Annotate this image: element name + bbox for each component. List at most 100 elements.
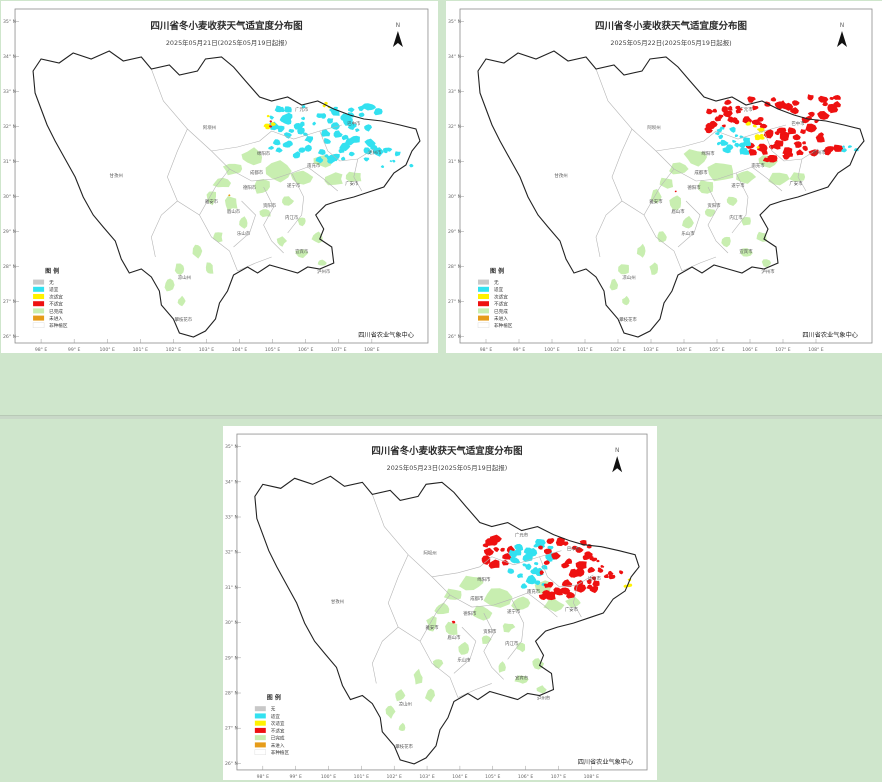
city-label: 乐山市 bbox=[681, 230, 695, 237]
harvested-patch bbox=[206, 191, 216, 206]
legend-swatch bbox=[33, 315, 45, 321]
city-label: 遂宁市 bbox=[731, 182, 745, 189]
prefecture-boundary bbox=[611, 128, 645, 216]
harvested-patch bbox=[174, 263, 185, 276]
legend-swatch bbox=[254, 749, 267, 755]
suitable-patch bbox=[282, 112, 293, 122]
prefecture-boundary bbox=[673, 166, 753, 182]
unsuitable-patch bbox=[575, 561, 587, 570]
prefecture-boundary bbox=[449, 592, 528, 608]
unsuitable-patch bbox=[538, 545, 543, 550]
legend-label: 无 bbox=[49, 280, 54, 286]
suitable-patch bbox=[507, 568, 515, 574]
suitable-patch bbox=[282, 141, 291, 148]
unsuitable-patch bbox=[817, 111, 830, 120]
unsuitable-patch bbox=[833, 144, 844, 152]
harvested-patch bbox=[669, 162, 689, 175]
lon-tick-label: 100° E bbox=[321, 774, 336, 780]
lon-tick-label: 108° E bbox=[584, 774, 599, 780]
unsuitable-patch bbox=[770, 97, 777, 102]
prefecture-boundary bbox=[677, 200, 701, 248]
unsuitable-patch bbox=[568, 568, 579, 578]
lon-tick-label: 105° E bbox=[485, 774, 500, 780]
suitable-patch bbox=[740, 149, 750, 155]
harvested-patch bbox=[295, 249, 309, 259]
suitable-patch bbox=[363, 157, 370, 162]
harvested-patch bbox=[458, 641, 470, 655]
suitable-patch bbox=[315, 156, 324, 164]
unsuitable-patch bbox=[269, 120, 273, 123]
unsuitable-patch bbox=[596, 559, 600, 563]
unsuitable-patch bbox=[805, 123, 817, 133]
condition-zone bbox=[451, 534, 633, 624]
suitable-patch bbox=[364, 124, 373, 132]
lat-tick-label: 33° N bbox=[448, 89, 461, 95]
svg-text:N: N bbox=[840, 22, 845, 29]
city-label: 巴中市 bbox=[567, 546, 581, 553]
unsuitable-patch bbox=[818, 95, 829, 103]
unsuitable-patch bbox=[758, 121, 762, 126]
lat-tick-label: 28° N bbox=[3, 264, 16, 270]
lat-tick-label: 32° N bbox=[448, 124, 461, 130]
lat-tick-label: 35° N bbox=[3, 19, 16, 25]
lon-tick-label: 106° E bbox=[518, 774, 533, 780]
unsuitable-patch bbox=[768, 155, 774, 159]
city-label: 乐山市 bbox=[237, 230, 251, 237]
unsuitable-patch bbox=[782, 147, 793, 157]
unsuitable-patch bbox=[561, 562, 570, 569]
unsuitable-patch bbox=[597, 567, 602, 570]
harvested-patch bbox=[483, 588, 513, 608]
legend-swatch bbox=[478, 286, 489, 292]
city-label: 达州市 bbox=[368, 149, 382, 156]
legend-swatch bbox=[477, 322, 490, 328]
lat-tick-label: 27° N bbox=[448, 299, 461, 305]
unsuitable-patch bbox=[575, 547, 584, 553]
lon-tick-label: 101° E bbox=[354, 774, 369, 780]
unsuitable-patch bbox=[822, 101, 828, 107]
city-label: 阿坝州 bbox=[647, 124, 660, 131]
suitable-patch bbox=[317, 149, 326, 155]
harvested-patch bbox=[502, 623, 516, 633]
unsuitable-patch bbox=[586, 584, 593, 590]
harvested-patch bbox=[657, 231, 667, 243]
city-label: 泸州市 bbox=[761, 268, 775, 275]
legend-label: 非种植区 bbox=[494, 322, 513, 329]
unsuitable-patch bbox=[723, 110, 733, 118]
unsuitable-patch bbox=[833, 95, 841, 100]
prefecture-boundary bbox=[151, 68, 230, 170]
unsuitable-patch bbox=[553, 587, 562, 595]
suitable-patch bbox=[534, 571, 541, 575]
harvested-patch bbox=[445, 621, 458, 635]
province-outline bbox=[477, 50, 865, 338]
suitable-patch bbox=[720, 139, 729, 146]
unsuitable-patch bbox=[501, 560, 510, 566]
harvested-patch bbox=[434, 602, 450, 615]
city-label: 广元市 bbox=[739, 106, 753, 113]
legend-swatch bbox=[478, 294, 489, 299]
harvested-patch bbox=[395, 689, 406, 702]
lat-tick-label: 26° N bbox=[225, 761, 238, 767]
city-label: 内江市 bbox=[505, 640, 519, 647]
city-label: 甘孜州 bbox=[110, 172, 123, 179]
legend-label: 次适宜 bbox=[271, 720, 285, 727]
suitable-patch bbox=[841, 145, 845, 148]
legend-label: 适宜 bbox=[49, 286, 59, 293]
prefecture-boundary bbox=[763, 130, 819, 162]
harvested-patch bbox=[726, 196, 738, 206]
unsuitable-patch bbox=[451, 620, 456, 624]
suitable-patch bbox=[339, 142, 351, 152]
prefecture-boundary bbox=[595, 200, 623, 258]
map-subtitle: 2025年05月21日(2025年05月19日起报) bbox=[166, 38, 287, 47]
lat-tick-label: 29° N bbox=[448, 229, 461, 235]
suitable-patch bbox=[391, 159, 396, 163]
harvested-patch bbox=[222, 163, 243, 176]
prefecture-boundary bbox=[199, 168, 238, 272]
map-title: 四川省冬小麦收获天气适宜度分布图 bbox=[150, 20, 302, 32]
unsuitable-patch bbox=[816, 134, 822, 139]
legend-swatch bbox=[33, 294, 45, 299]
city-label: 眉山市 bbox=[227, 208, 241, 215]
prefecture-boundary bbox=[457, 683, 492, 698]
harvested-patch bbox=[543, 599, 565, 613]
